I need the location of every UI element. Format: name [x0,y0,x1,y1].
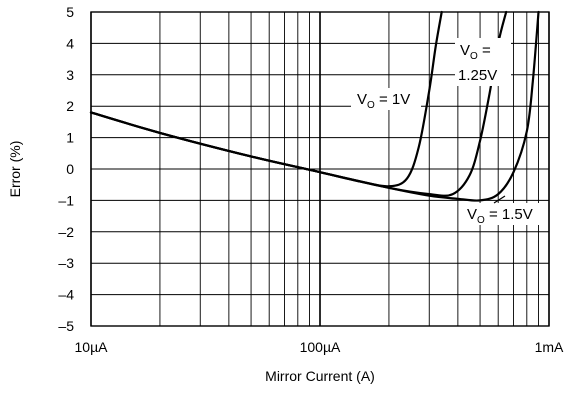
series-line-2 [89,10,540,202]
y-tick-label-6: –1 [58,192,74,208]
label-vo-125v-rest: = [478,42,491,59]
x-axis-title: Mirror Current (A) [265,368,375,384]
label-vo-125v-sub: O [470,51,478,62]
x-tick-label-0: 10µA [75,339,109,355]
label-vo-1v: VO = 1V [357,91,410,111]
leader-line-vo-15v [493,195,506,204]
y-tick-label-7: –2 [58,224,74,240]
label-vo-125v-base: V [460,42,470,59]
label-bg-vo-125v [455,38,511,86]
y-tick-label-2: 3 [66,67,74,83]
label-vo-15v-sub: O [477,215,485,226]
label-vo-125v-line1: VO = [460,42,491,62]
annotation-layer: VO = 1V VO = 1.25V VO = 1.5V [357,42,533,226]
label-vo-1v-base: V [357,91,367,108]
y-tick-label-1: 4 [66,35,74,51]
plot-frame [90,11,550,327]
label-bg-vo-15v [462,203,548,225]
y-tick-label-5: 0 [66,161,74,177]
label-bg-vo-1v [351,88,421,110]
y-tick-label-0: 5 [66,4,74,20]
label-vo-125v-line2: 1.25V [458,67,497,84]
y-axis-title: Error (%) [7,141,23,198]
y-tick-label-8: –3 [58,255,74,271]
label-background-layer [351,38,548,225]
x-tick-label-2: 1mA [535,339,564,355]
y-tick-label-10: –5 [58,318,74,334]
y-tick-label-4: 1 [66,130,74,146]
label-vo-1v-sub: O [367,100,375,111]
label-vo-15v: VO = 1.5V [467,206,533,226]
label-vo-1v-rest: = 1V [375,91,410,108]
label-vo-15v-base: V [467,206,477,223]
label-vo-15v-rest: = 1.5V [485,206,533,223]
y-tick-label-3: 2 [66,98,74,114]
y-tick-label-9: –4 [58,287,74,303]
series-layer [89,10,540,202]
x-tick-label-1: 100µA [300,339,341,355]
